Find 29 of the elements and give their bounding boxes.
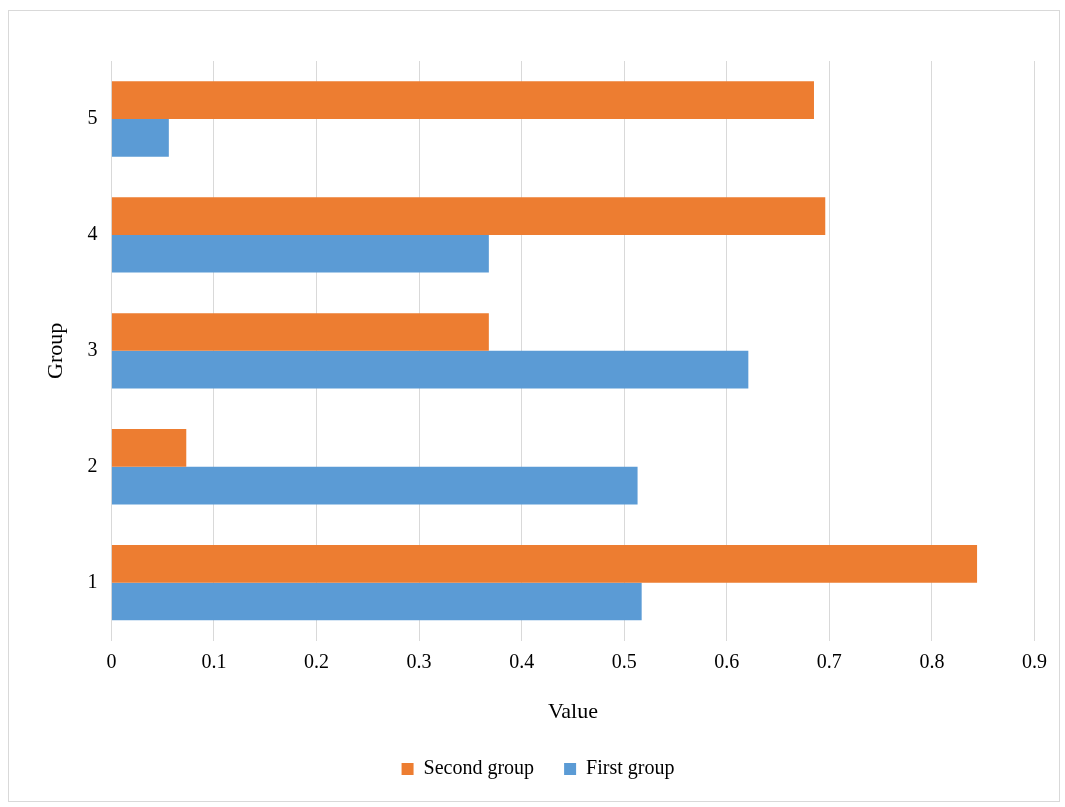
x-tick-label: 0.6 xyxy=(714,649,740,672)
x-tick-label: 0.1 xyxy=(201,649,227,672)
bar xyxy=(111,466,638,505)
bar xyxy=(111,81,814,119)
x-tick-label: 0.7 xyxy=(816,649,842,672)
bar xyxy=(111,197,826,235)
x-tick-label: 0 xyxy=(106,649,117,672)
x-tick-label: 0.9 xyxy=(1022,649,1047,672)
x-tick-label: 0.3 xyxy=(406,649,432,672)
bar xyxy=(111,350,749,389)
y-tick-label: 3 xyxy=(87,338,98,361)
y-tick-label: 5 xyxy=(87,106,98,129)
bar xyxy=(111,313,489,351)
y-tick-label: 4 xyxy=(87,222,98,245)
x-tick-label: 0.4 xyxy=(509,649,535,672)
x-tick-label: 0.8 xyxy=(919,649,945,672)
bar xyxy=(111,234,489,273)
x-axis-title: Value xyxy=(547,697,598,723)
x-tick-label: 0.2 xyxy=(304,649,330,672)
legend-label: First group xyxy=(586,756,675,780)
bar xyxy=(111,582,642,621)
bar xyxy=(111,544,978,583)
y-axis-title: Group xyxy=(41,322,67,379)
y-tick-label: 1 xyxy=(87,569,98,592)
legend-label: Second group xyxy=(423,756,535,780)
bar xyxy=(111,429,187,467)
y-tick-label: 2 xyxy=(87,453,98,476)
bar xyxy=(111,118,169,157)
x-tick-label: 0.5 xyxy=(611,649,637,672)
